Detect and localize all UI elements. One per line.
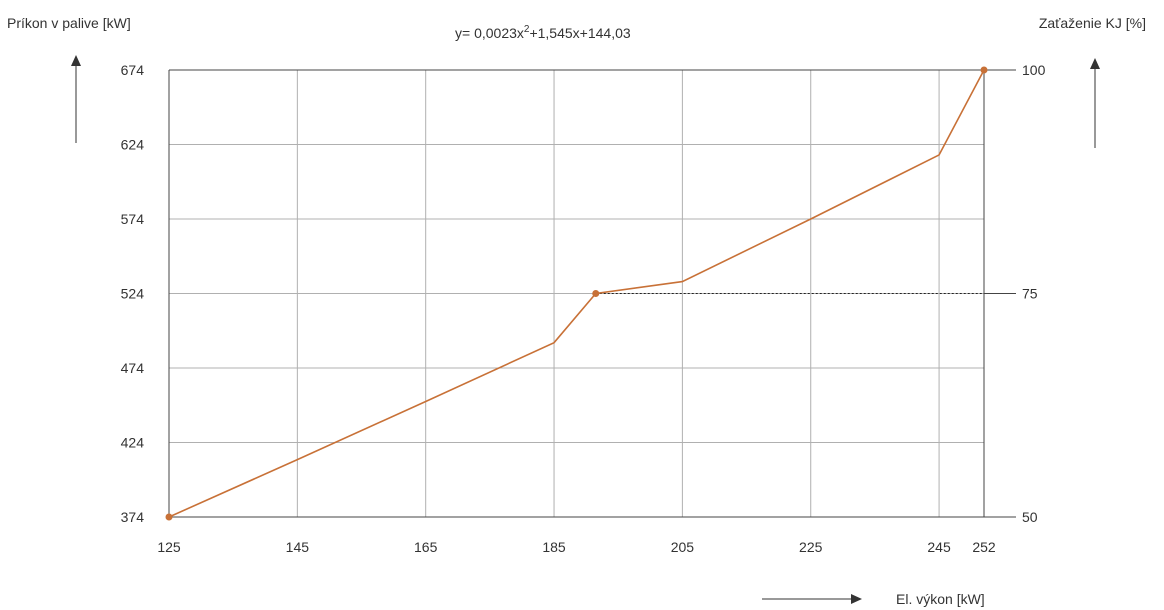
y-tick-label: 624: [121, 137, 145, 153]
y-tick-label: 424: [121, 435, 145, 451]
x-tick-label: 145: [286, 539, 310, 555]
y-tick-label: 674: [121, 62, 145, 78]
data-point-marker: [980, 66, 988, 74]
data-point-marker: [165, 513, 173, 521]
equation-exponent: 2: [524, 24, 530, 35]
y2-axis-arrow-icon: [1090, 58, 1100, 148]
series-layer: [165, 66, 988, 521]
x-axis-label: El. výkon [kW]: [896, 591, 985, 607]
x-tick-label: 225: [799, 539, 823, 555]
x-tick-label: 185: [542, 539, 566, 555]
x-tick-label: 252: [972, 539, 996, 555]
equation-suffix: +1,545x+144,03: [529, 25, 630, 41]
y2-tick-label: 100: [1022, 62, 1046, 78]
y-tick-label: 574: [121, 211, 145, 227]
y2-axis-label: Zaťaženie KJ [%]: [1039, 15, 1146, 31]
x-tick-label: 245: [927, 539, 951, 555]
y2-tick-label: 50: [1022, 509, 1038, 525]
x-tick-label: 125: [157, 539, 181, 555]
y-tick-label: 474: [121, 360, 145, 376]
y-axis-arrow-icon: [71, 55, 81, 143]
equation-prefix: y= 0,0023x: [455, 25, 524, 41]
grid-layer: [168, 69, 985, 518]
y-axis-label: Príkon v palive [kW]: [7, 15, 131, 31]
data-point-marker: [592, 290, 600, 297]
y2-tick-label: 75: [1022, 286, 1038, 302]
ticks-layer: 374 424 474 524 574 624 674 125 145 165 185 205 225 2…: [121, 62, 1046, 555]
x-axis-arrow-icon: [762, 594, 862, 604]
x-tick-label: 165: [414, 539, 438, 555]
y-tick-label: 374: [121, 509, 145, 525]
y-tick-label: 524: [121, 286, 145, 302]
x-tick-label: 205: [671, 539, 695, 555]
chart-equation: y= 0,0023x2+1,545x+144,03: [455, 24, 631, 41]
axes-layer: [168, 69, 1016, 518]
